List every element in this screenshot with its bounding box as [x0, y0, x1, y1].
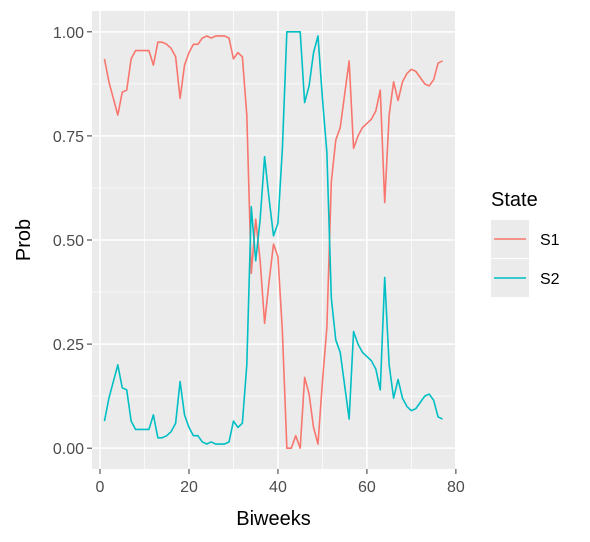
y-tick-label: 0.25: [53, 337, 84, 354]
x-tick-label: 20: [180, 479, 198, 496]
series-lines: [103, 31, 443, 449]
y-axis: 0.00 0.25 0.50 0.75 1.00: [53, 25, 92, 458]
series-line-s1: [103, 35, 443, 449]
y-tick-label: 1.00: [53, 25, 84, 42]
y-axis-title: Prob: [13, 219, 35, 261]
y-tick-label: 0.75: [53, 129, 84, 146]
x-tick-label: 60: [358, 479, 376, 496]
series-line-s2: [103, 31, 443, 445]
x-tick-label: 80: [447, 479, 465, 496]
legend: State S1 S2: [491, 189, 560, 297]
y-tick-label: 0.50: [53, 233, 84, 250]
legend-title: State: [491, 189, 538, 211]
legend-label-s1: S1: [540, 232, 560, 249]
x-tick-label: 0: [96, 479, 105, 496]
x-axis: 0 20 40 60 80: [96, 469, 465, 496]
legend-label-s2: S2: [540, 271, 560, 288]
grid-major: [92, 11, 457, 469]
y-tick-label: 0.00: [53, 441, 84, 458]
x-tick-label: 40: [269, 479, 287, 496]
x-axis-title: Biweeks: [236, 508, 310, 530]
